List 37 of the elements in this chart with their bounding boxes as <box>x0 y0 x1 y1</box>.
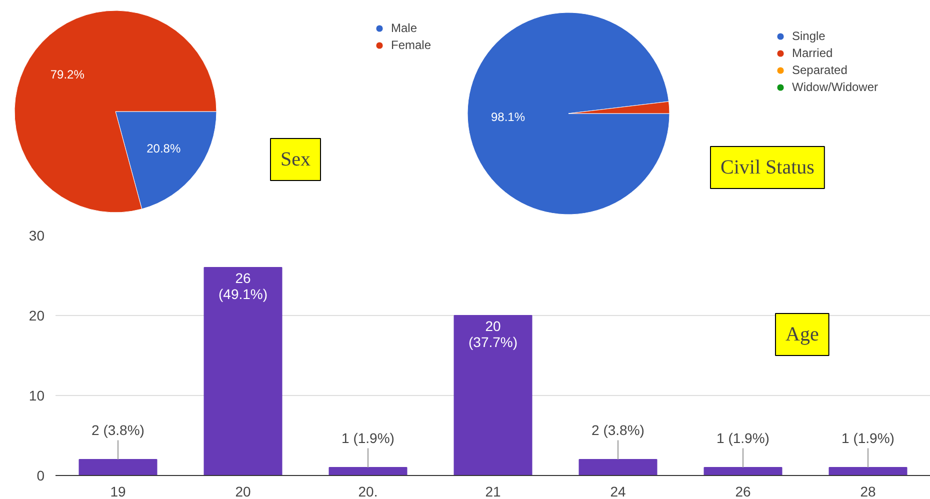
data-label: 1 (1.9%) <box>342 430 394 446</box>
data-label: 2 (3.8%) <box>92 422 144 438</box>
x-tick-label: 21 <box>485 484 501 499</box>
x-tick-label: 26 <box>735 484 751 499</box>
data-label: 98.1% <box>490 110 526 124</box>
bar <box>78 459 158 476</box>
legend-label: Single <box>792 29 826 43</box>
y-tick-label: 0 <box>36 468 45 484</box>
legend-label: Female <box>391 38 432 52</box>
data-label: 2 (3.8%) <box>592 422 644 438</box>
bar <box>328 467 408 476</box>
data-label: 79.2% <box>50 68 85 82</box>
legend-label: Widow/Widower <box>792 80 878 94</box>
x-tick-label: 19 <box>110 484 126 499</box>
x-tick-label: 20 <box>235 484 251 499</box>
x-tick-label: 24 <box>610 484 626 499</box>
data-label: 20 (37.7%) <box>468 318 518 350</box>
text: Age <box>786 324 819 346</box>
bar <box>454 315 532 476</box>
y-tick-label: 20 <box>28 308 45 324</box>
data-label: 1 (1.9%) <box>842 430 894 446</box>
bar <box>204 267 282 476</box>
legend-label: Male <box>391 21 418 35</box>
y-tick-label: 30 <box>28 228 45 244</box>
bar <box>704 467 782 476</box>
data-label: 20.8% <box>146 141 181 156</box>
bar <box>828 467 908 476</box>
text: Sex <box>280 148 310 170</box>
x-tick-label: 20. <box>358 484 378 499</box>
y-tick-label: 10 <box>28 388 45 404</box>
data-label: 26 (49.1%) <box>218 270 268 302</box>
legend-label: Separated <box>792 63 848 77</box>
x-tick-label: 28 <box>860 484 876 499</box>
text: Civil Status <box>720 156 815 178</box>
legend-label: Married <box>792 46 833 60</box>
bar <box>578 459 658 476</box>
data-label: 1 (1.9%) <box>716 430 770 446</box>
